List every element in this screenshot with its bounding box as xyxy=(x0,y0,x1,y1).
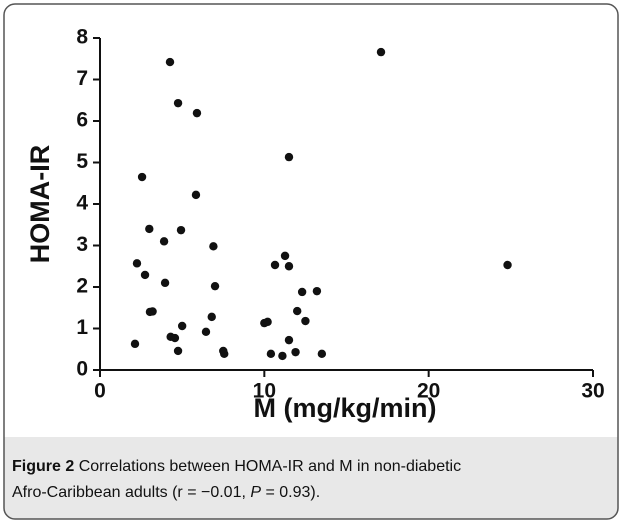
point xyxy=(173,346,183,356)
point xyxy=(209,242,218,251)
y-axis-label: HOMA-IR xyxy=(25,145,55,263)
point xyxy=(266,349,276,359)
y-tick-label: 4 xyxy=(76,192,88,215)
x-tick-label: 20 xyxy=(417,380,440,403)
x-tick-label: 10 xyxy=(253,380,276,403)
point xyxy=(192,108,202,118)
caption-text: = 0.93). xyxy=(261,484,320,501)
point xyxy=(278,351,287,361)
point xyxy=(317,349,327,359)
point xyxy=(263,317,272,327)
point xyxy=(148,307,157,316)
y-tick-label: 3 xyxy=(76,233,88,256)
point xyxy=(291,347,300,357)
point xyxy=(140,270,150,280)
point xyxy=(207,312,216,322)
y-tick-label: 5 xyxy=(76,150,88,173)
point xyxy=(284,152,294,162)
y-tick-label: 2 xyxy=(76,275,88,298)
point xyxy=(173,98,183,108)
point xyxy=(210,281,220,291)
caption-text: Afro-Caribbean adults (r = −0.01, xyxy=(12,484,250,501)
point xyxy=(145,224,154,234)
x-axis-label: M (mg/kg/min) xyxy=(254,393,437,423)
point xyxy=(165,57,175,67)
x-tick-label: 0 xyxy=(94,380,106,403)
point xyxy=(132,259,142,268)
point xyxy=(503,260,512,270)
figure-border xyxy=(3,3,619,520)
point xyxy=(270,260,280,270)
point xyxy=(284,262,294,271)
point xyxy=(201,327,211,337)
point xyxy=(130,339,140,349)
y-tick-label: 8 xyxy=(76,26,88,49)
point xyxy=(220,349,229,359)
caption: Afro-Caribbean adults (r = −0.01, P = 0.… xyxy=(12,484,320,501)
point xyxy=(170,333,180,343)
y-tick-label: 6 xyxy=(76,109,88,132)
point xyxy=(376,47,386,57)
caption-text: P xyxy=(250,484,261,501)
caption-text: Correlations between HOMA-IR and M in no… xyxy=(79,458,461,475)
x-tick-label: 30 xyxy=(581,380,604,403)
y-tick-label: 7 xyxy=(76,67,88,90)
caption-label: Figure 2 xyxy=(12,458,74,475)
point xyxy=(137,172,147,182)
y-tick-label: 1 xyxy=(76,316,88,339)
point xyxy=(177,321,187,331)
point xyxy=(312,286,322,296)
point xyxy=(280,251,290,261)
point xyxy=(191,190,201,200)
y-tick-label: 0 xyxy=(76,358,88,381)
caption-background xyxy=(4,437,618,519)
caption: Figure 2 Correlations between HOMA-IR an… xyxy=(12,458,461,475)
point xyxy=(293,306,302,316)
point xyxy=(160,278,170,288)
point xyxy=(159,237,169,246)
point xyxy=(284,335,294,345)
point xyxy=(176,225,186,235)
point xyxy=(301,316,310,326)
point xyxy=(297,287,307,297)
